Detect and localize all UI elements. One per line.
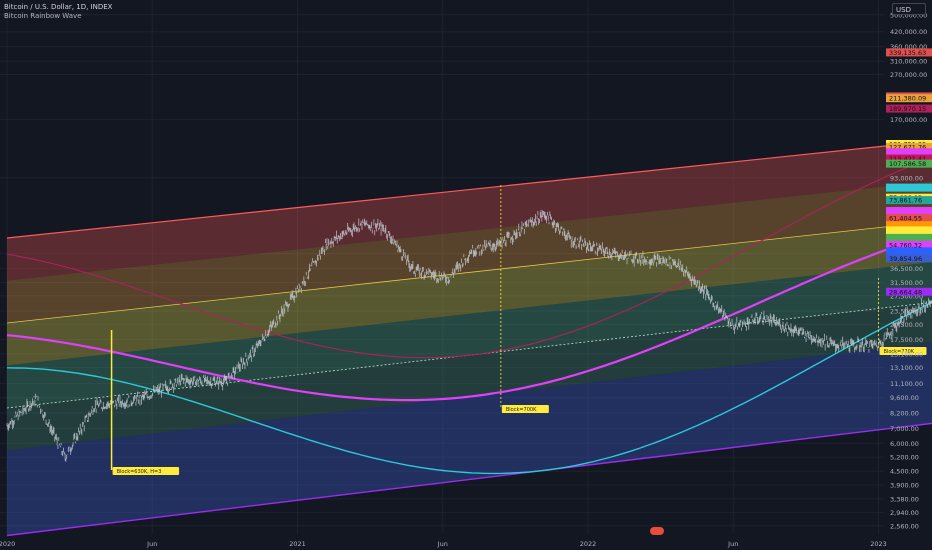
price-axis[interactable]: 500,000.00 420,000.00 360,000.00 310,000.00…: [890, 11, 927, 530]
price-label: [886, 148, 932, 157]
x-tick-label: Jun: [437, 540, 448, 548]
price-label: 189,970.15: [886, 104, 932, 113]
price-label: 113,421.41: [886, 154, 932, 163]
y-tick-label: 420,000.00: [890, 28, 927, 36]
y-tick-label: 360,000.00: [890, 43, 927, 51]
y-tick-label: 8,200.00: [890, 410, 919, 418]
svg-text:339,135.63: 339,135.63: [889, 49, 926, 57]
y-tick-label: 170,000.00: [890, 116, 927, 124]
block-annotations: Block=630K, H=3Block=700KBlock=770KBlock…: [110, 185, 927, 475]
wave-lines: [6, 157, 932, 475]
y-tick-label: 3,380.00: [890, 495, 919, 503]
grid: [0, 0, 884, 534]
price-label: 61,404.55: [886, 213, 932, 222]
x-tick-label: Jun: [146, 540, 157, 548]
svg-text:Block=700K: Block=700K: [506, 407, 537, 413]
price-labels: 339,135.63215,364.42211,380.09189,970.15…: [886, 48, 932, 296]
price-label: [886, 226, 932, 235]
time-axis[interactable]: 2020Jun2021Jun2022Jun2023Jun2024Jun2025J…: [0, 540, 932, 548]
currency-button[interactable]: USD: [892, 3, 926, 15]
price-label: [886, 221, 932, 230]
svg-text:61,404.55: 61,404.55: [889, 214, 922, 222]
block-label[interactable]: Block=630K, H=3: [112, 467, 180, 475]
y-tick-label: 2,560.00: [890, 522, 919, 530]
tradingview-logo-icon: [650, 527, 664, 535]
y-tick-label: 31,500.00: [890, 279, 923, 287]
price-label: [886, 206, 932, 215]
y-tick-label: 13,100.00: [890, 364, 923, 372]
svg-text:127,671.76: 127,671.76: [889, 144, 926, 152]
x-tick-label: 2023: [870, 540, 887, 548]
x-tick-label: 2021: [289, 540, 306, 548]
y-tick-label: 17,500.00: [890, 336, 923, 344]
price-label: 54,760.32: [886, 240, 932, 249]
svg-text:211,380.09: 211,380.09: [889, 95, 926, 103]
indicator-title[interactable]: Bitcoin Rainbow Wave: [4, 12, 82, 20]
svg-text:107,586.58: 107,586.58: [889, 160, 926, 168]
price-label: [886, 183, 932, 192]
y-tick-label: 20,500.00: [890, 321, 923, 329]
y-tick-label: 7,000.00: [890, 425, 919, 433]
y-tick-label: 36,500.00: [890, 265, 923, 273]
price-series: [6, 209, 932, 462]
y-tick-label: 93,000.00: [890, 174, 923, 182]
y-tick-label: 6,000.00: [890, 440, 919, 448]
y-tick-label: 500,000.00: [890, 11, 927, 19]
y-tick-label: 4,500.00: [890, 468, 919, 476]
price-label: [886, 247, 932, 256]
y-tick-label: 5,200.00: [890, 454, 919, 462]
svg-text:54,760.32: 54,760.32: [889, 241, 922, 249]
block-label[interactable]: Block=770K: [879, 347, 927, 355]
price-label: 73,861.76: [886, 196, 932, 205]
y-tick-label: 23,500.00: [890, 308, 923, 316]
rainbow-bands: [6, 140, 932, 537]
symbol-title: Bitcoin / U.S. Dollar, 1D, INDEX: [4, 3, 113, 11]
svg-text:Block=630K, H=3: Block=630K, H=3: [117, 469, 162, 475]
y-tick-label: 2,940.00: [890, 509, 919, 517]
y-tick-label: 27,500.00: [890, 292, 923, 300]
svg-text:28,664.48: 28,664.48: [889, 288, 922, 296]
y-tick-label: 9,600.00: [890, 394, 919, 402]
svg-text:39,854.96: 39,854.96: [889, 255, 922, 263]
svg-text:73,861.76: 73,861.76: [889, 197, 922, 205]
x-tick-label: Jun: [727, 540, 738, 548]
y-tick-label: 270,000.00: [890, 71, 927, 79]
svg-text:189,970.15: 189,970.15: [889, 105, 926, 113]
price-label: [886, 233, 932, 242]
y-tick-label: 3,900.00: [890, 482, 919, 490]
y-tick-label: 310,000.00: [890, 58, 927, 66]
x-tick-label: 2020: [0, 540, 15, 548]
y-tick-label: 11,100.00: [890, 380, 923, 388]
svg-text:113,421.41: 113,421.41: [889, 155, 926, 163]
svg-text:Block=770K: Block=770K: [884, 349, 915, 355]
price-label: 28,664.48: [886, 287, 932, 296]
price-label: 107,586.58: [886, 159, 932, 168]
y-tick-label: 15,100.00: [890, 350, 923, 358]
price-label: 211,380.09: [886, 94, 932, 103]
price-label: 39,854.96: [886, 254, 932, 263]
block-label[interactable]: Block=700K: [501, 405, 549, 413]
price-label: 127,671.76: [886, 143, 932, 152]
price-label: 339,135.63: [886, 48, 932, 57]
x-tick-label: 2022: [580, 540, 597, 548]
